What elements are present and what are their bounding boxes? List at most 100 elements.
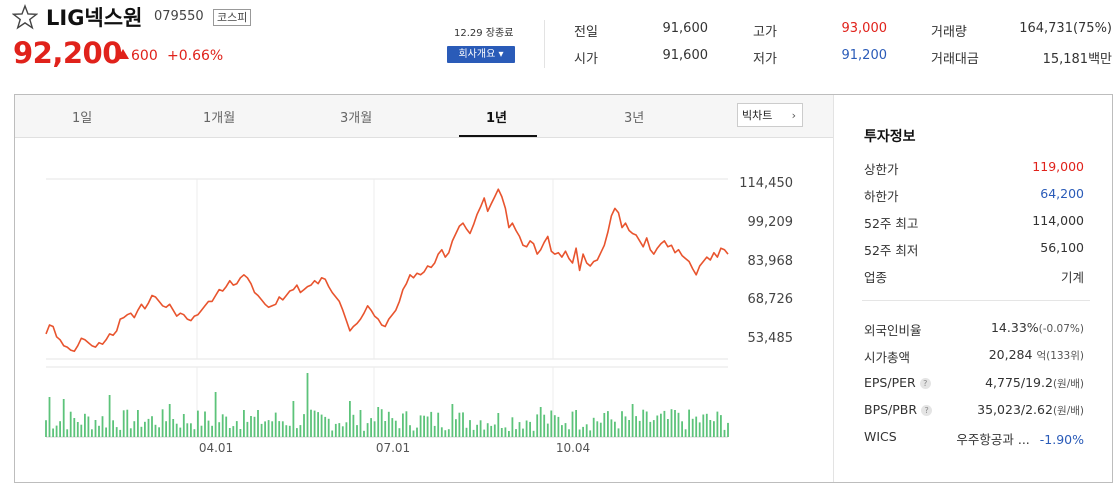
info-value: 56,100 — [1040, 240, 1084, 255]
foreign-ratio-value: 14.33% — [990, 320, 1039, 335]
volume-bar — [366, 423, 369, 437]
y-axis-ticks: 114,450 99,209 83,968 68,726 53,485 — [739, 176, 793, 346]
tab-3-years[interactable]: 3년 — [624, 111, 645, 126]
tab-3-months[interactable]: 3개월 — [340, 111, 373, 126]
volume-bar — [398, 428, 401, 437]
volume-bar — [402, 413, 404, 437]
active-tab-indicator — [459, 135, 537, 137]
company-overview-label: 회사개요 — [458, 49, 496, 60]
volume-bar — [561, 425, 563, 437]
volume-bar — [211, 425, 213, 437]
bps-pbr-text: BPS/PBR — [864, 402, 918, 417]
volume-bar — [568, 429, 570, 437]
volume-bar — [670, 409, 673, 437]
volume-bar — [84, 413, 86, 437]
volume-bar — [115, 427, 118, 437]
favorite-star-icon[interactable] — [12, 4, 38, 30]
volume-bar — [638, 420, 641, 437]
big-chart-button[interactable]: 빅차트 › — [737, 103, 803, 127]
volume-bar — [444, 430, 447, 437]
volume-bar — [331, 430, 334, 437]
volume-bar — [296, 428, 298, 437]
volume-bar — [387, 411, 390, 437]
volume-bar — [338, 423, 341, 437]
tab-1-year[interactable]: 1년 — [486, 111, 508, 126]
volume-bar — [500, 428, 503, 437]
volume-bar — [493, 424, 496, 437]
volume-bar — [409, 425, 411, 437]
volume-bar — [218, 422, 221, 437]
low-value: 91,200 — [841, 48, 888, 63]
volume-bar — [440, 427, 443, 437]
prev-close-value: 91,600 — [662, 21, 709, 36]
volume-bar — [483, 429, 486, 437]
wics-sector[interactable]: 우주항공과 ... — [956, 432, 1030, 447]
volume-bar — [688, 409, 690, 437]
tab-1-month[interactable]: 1개월 — [203, 111, 236, 126]
market-cap-unit: 억(133위) — [1036, 350, 1084, 362]
market-badge: 코스피 — [213, 9, 252, 26]
volume-bar — [250, 416, 252, 437]
volume-bar — [324, 416, 327, 437]
volume-bar — [553, 415, 556, 437]
volume-bar — [271, 421, 274, 437]
info-label: 하한가 — [864, 189, 899, 204]
volume-bar — [73, 418, 76, 437]
volume-bar — [221, 414, 224, 437]
bps-help-icon[interactable]: ? — [921, 405, 933, 416]
volume-bar — [193, 429, 196, 437]
open-label: 시가 — [574, 52, 598, 67]
volume-bar — [317, 412, 319, 437]
volume-bar — [582, 426, 584, 437]
big-chart-label: 빅차트 — [742, 109, 773, 122]
volume-bar — [660, 413, 662, 437]
tab-1-day[interactable]: 1일 — [72, 111, 93, 126]
trade-amount-value: 15,181백만 — [1042, 52, 1112, 67]
volume-bar — [140, 426, 143, 437]
price-line — [45, 188, 729, 353]
volume-bar — [228, 428, 231, 437]
volume-bar — [45, 420, 47, 437]
volume-bar — [370, 418, 372, 437]
volume-bar — [624, 416, 627, 437]
volume-bars — [45, 373, 729, 437]
volume-bar — [691, 418, 694, 437]
volume-bar — [55, 425, 58, 437]
volume-bar — [649, 421, 652, 437]
volume-bar — [80, 424, 83, 437]
volume-bar — [723, 429, 726, 437]
high-value: 93,000 — [841, 21, 888, 36]
volume-bar — [214, 392, 217, 437]
volume-bar — [341, 426, 344, 437]
volume-bar — [334, 423, 337, 437]
change-rate: +0.66% — [167, 48, 224, 64]
price-chart[interactable]: 114,450 99,209 83,968 68,726 53,485 04.01 07.… — [0, 0, 834, 487]
volume-bar — [416, 427, 418, 437]
volume-label: 거래량 — [931, 25, 967, 40]
price-change-value: 600 — [131, 48, 158, 64]
x-tick-label: 10.04 — [556, 441, 590, 455]
bps-pbr: 35,023/2.62(원/배) — [950, 402, 1084, 418]
volume-bar — [635, 416, 637, 437]
volume-bar — [87, 416, 90, 437]
volume-bar — [546, 423, 549, 437]
volume-value: 164,731(75%) — [1019, 21, 1112, 36]
stock-name: LIG넥스원 — [46, 6, 143, 30]
volume-bar — [713, 421, 715, 437]
volume-bar — [642, 409, 645, 437]
eps-help-icon[interactable]: ? — [919, 378, 931, 389]
trade-amount-label: 거래대금 — [931, 52, 979, 67]
company-overview-button[interactable]: 회사개요 ▾ — [447, 46, 515, 63]
volume-bar — [377, 407, 380, 437]
volume-bar — [575, 410, 577, 437]
wics: 우주항공과 ... -1.90% — [940, 429, 1084, 448]
volume-bar — [133, 421, 136, 437]
volume-bar — [235, 421, 238, 437]
volume-bar — [405, 411, 408, 437]
volume-bar — [225, 416, 228, 437]
volume-bar — [246, 421, 249, 437]
y-tick-label: 114,450 — [739, 176, 793, 191]
volume-bar — [497, 413, 500, 437]
volume-bar — [645, 411, 648, 437]
volume-bar — [437, 412, 440, 437]
